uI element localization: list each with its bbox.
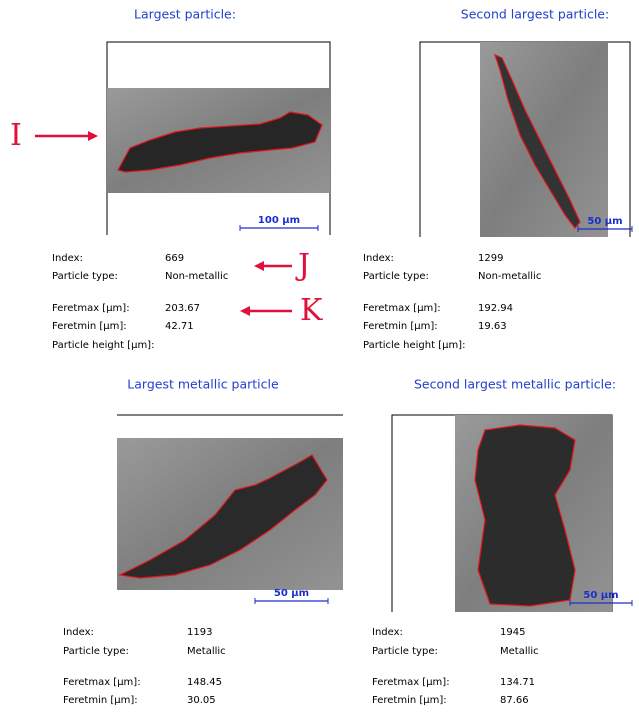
panel-title: Largest particle: [134, 7, 236, 22]
field-value: 669 [165, 253, 184, 264]
field-value: 1299 [478, 253, 503, 264]
field-label: Index: [52, 253, 83, 264]
field-value: Metallic [500, 646, 539, 657]
field-value: Metallic [187, 646, 226, 657]
field-label: Feretmin [µm]: [363, 321, 438, 332]
field-label: Index: [63, 627, 94, 638]
report-page: Largest particle: 100 µm Index: 669 Particle… [0, 0, 639, 713]
particle-image [392, 415, 612, 612]
field-label: Particle height [µm]: [363, 340, 465, 351]
field-value: 30.05 [187, 695, 216, 706]
particle-image [117, 415, 343, 590]
field-label: Feretmax [µm]: [52, 303, 130, 314]
field-label: Feretmax [µm]: [372, 677, 450, 688]
field-label: Particle type: [63, 646, 129, 657]
field-value: 148.45 [187, 677, 222, 688]
field-label: Particle type: [363, 271, 429, 282]
annotation-letter: K [300, 293, 323, 328]
field-label: Particle height [µm]: [52, 340, 154, 351]
particle-image [107, 42, 330, 235]
annotation-letter: I [10, 118, 22, 153]
scale-bar-label: 50 µm [587, 216, 622, 227]
annotation-letter: J [295, 248, 310, 283]
field-label: Index: [363, 253, 394, 264]
field-label: Feretmax [µm]: [363, 303, 441, 314]
scale-bar-label: 50 µm [583, 590, 618, 601]
field-label: Feretmin [µm]: [52, 321, 127, 332]
scale-bar-label: 50 µm [274, 588, 309, 599]
field-value: 19.63 [478, 321, 507, 332]
field-value: Non-metallic [478, 271, 541, 282]
scale-bar-label: 100 µm [258, 215, 300, 226]
field-value: 87.66 [500, 695, 529, 706]
field-label: Feretmin [µm]: [372, 695, 447, 706]
field-value: 134.71 [500, 677, 535, 688]
field-label: Feretmax [µm]: [63, 677, 141, 688]
panel-title: Largest metallic particle [127, 377, 279, 392]
field-label: Particle type: [52, 271, 118, 282]
field-value: 42.71 [165, 321, 194, 332]
field-value: 1193 [187, 627, 212, 638]
field-value: Non-metallic [165, 271, 228, 282]
field-value: 203.67 [165, 303, 200, 314]
field-value: 192.94 [478, 303, 513, 314]
field-label: Particle type: [372, 646, 438, 657]
field-value: 1945 [500, 627, 525, 638]
field-label: Index: [372, 627, 403, 638]
particle-image [420, 42, 630, 237]
panel-title: Second largest metallic particle: [414, 377, 616, 392]
panel-title: Second largest particle: [461, 7, 609, 22]
field-label: Feretmin [µm]: [63, 695, 138, 706]
